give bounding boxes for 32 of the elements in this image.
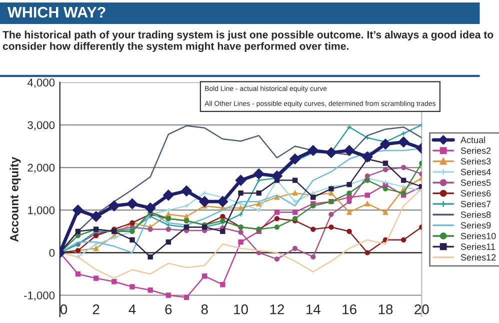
y-axis-title: Account equity — [10, 156, 21, 242]
y-tick-label: 1,000 — [28, 206, 55, 216]
legend-label: Series6 — [460, 190, 491, 197]
x-tick-label: 8 — [201, 304, 208, 314]
legend-label: Series4 — [460, 168, 491, 176]
legend-label: Series8 — [460, 211, 491, 218]
y-tick-label: -1,000 — [24, 292, 55, 301]
y-tick-label: 0 — [49, 248, 55, 257]
y-tick-label: 4,000 — [27, 78, 55, 88]
chart-subtitle: The historical path of your trading system is just one possible outcome. It’s always a good idea to consider how differently the system might have performed over time. — [2, 30, 494, 52]
legend-label: Series11 — [460, 243, 496, 250]
legend-label: Series5 — [460, 179, 491, 186]
chart-title: WHICH WAY? — [8, 6, 106, 18]
x-tick-label: 0 — [60, 304, 68, 314]
legend-label: Series2 — [460, 147, 491, 154]
x-tick-label: 10 — [234, 304, 248, 314]
legend-label: Series3 — [460, 158, 491, 165]
x-tick-label: 4 — [128, 304, 136, 314]
x-tick-label: 6 — [165, 304, 172, 314]
legend-label: Actual — [460, 136, 485, 144]
x-tick-label: 20 — [414, 304, 429, 314]
x-tick-label: 18 — [378, 304, 393, 314]
y-tick-label: 3,000 — [28, 121, 55, 130]
legend-label: Series9 — [460, 222, 491, 229]
y-tick-label: 2,000 — [28, 164, 55, 173]
x-tick-label: 12 — [270, 304, 284, 314]
x-tick-label: 14 — [306, 304, 320, 314]
x-tick-label: 16 — [342, 304, 356, 314]
legend-label: Series12 — [460, 254, 496, 261]
legend-label: Series7 — [460, 200, 491, 208]
x-tick-label: 2 — [92, 304, 100, 314]
legend-label: Series10 — [460, 232, 496, 240]
